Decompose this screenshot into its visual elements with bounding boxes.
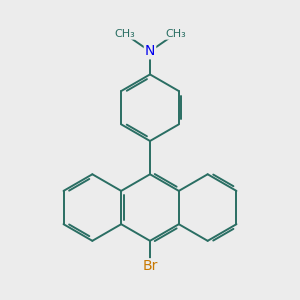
Text: CH₃: CH₃ bbox=[114, 29, 135, 39]
Text: Br: Br bbox=[142, 259, 158, 273]
Text: CH₃: CH₃ bbox=[165, 29, 186, 39]
Text: N: N bbox=[145, 44, 155, 58]
